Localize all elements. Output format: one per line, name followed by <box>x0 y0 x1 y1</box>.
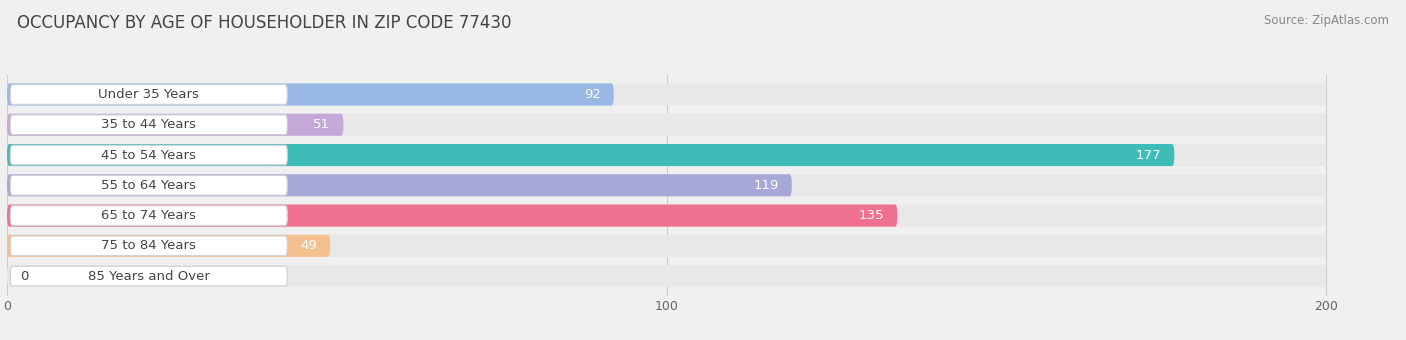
FancyBboxPatch shape <box>7 114 1326 136</box>
Text: Source: ZipAtlas.com: Source: ZipAtlas.com <box>1264 14 1389 27</box>
FancyBboxPatch shape <box>7 205 1326 227</box>
Text: 0: 0 <box>20 270 28 283</box>
Text: 55 to 64 Years: 55 to 64 Years <box>101 179 197 192</box>
Text: 92: 92 <box>583 88 600 101</box>
FancyBboxPatch shape <box>7 235 330 257</box>
Text: 85 Years and Over: 85 Years and Over <box>89 270 209 283</box>
Text: 135: 135 <box>859 209 884 222</box>
Text: 75 to 84 Years: 75 to 84 Years <box>101 239 197 252</box>
FancyBboxPatch shape <box>10 175 287 195</box>
Text: 65 to 74 Years: 65 to 74 Years <box>101 209 197 222</box>
Text: 177: 177 <box>1136 149 1161 162</box>
Text: OCCUPANCY BY AGE OF HOUSEHOLDER IN ZIP CODE 77430: OCCUPANCY BY AGE OF HOUSEHOLDER IN ZIP C… <box>17 14 512 32</box>
Text: Under 35 Years: Under 35 Years <box>98 88 200 101</box>
FancyBboxPatch shape <box>7 205 897 227</box>
FancyBboxPatch shape <box>7 174 792 197</box>
FancyBboxPatch shape <box>10 85 287 104</box>
FancyBboxPatch shape <box>10 145 287 165</box>
Text: 35 to 44 Years: 35 to 44 Years <box>101 118 197 131</box>
FancyBboxPatch shape <box>7 83 614 105</box>
FancyBboxPatch shape <box>10 206 287 225</box>
FancyBboxPatch shape <box>10 115 287 135</box>
FancyBboxPatch shape <box>7 114 343 136</box>
Text: 51: 51 <box>314 118 330 131</box>
FancyBboxPatch shape <box>7 174 1326 197</box>
Text: 119: 119 <box>754 179 779 192</box>
FancyBboxPatch shape <box>10 236 287 256</box>
FancyBboxPatch shape <box>7 235 1326 257</box>
FancyBboxPatch shape <box>7 83 1326 105</box>
Text: 45 to 54 Years: 45 to 54 Years <box>101 149 197 162</box>
FancyBboxPatch shape <box>7 144 1174 166</box>
FancyBboxPatch shape <box>7 144 1326 166</box>
FancyBboxPatch shape <box>10 266 287 286</box>
Text: 49: 49 <box>301 239 316 252</box>
FancyBboxPatch shape <box>7 265 1326 287</box>
